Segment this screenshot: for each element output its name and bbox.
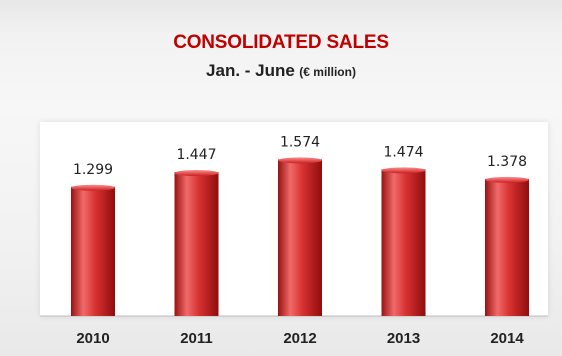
x-tick-label-2011: 2011 [180,330,213,347]
value-label-2014: 1.378 [487,154,527,170]
subtitle-period: Jan. - June [206,61,295,80]
chart-title: CONSOLIDATED SALES [173,32,389,53]
x-tick-label-2013: 2013 [387,330,420,347]
bar-cap-2013 [381,167,426,174]
value-label-2010: 1.299 [73,162,113,178]
bar-2010 [71,186,115,316]
bar-cap-2014 [485,176,529,183]
value-label-2012: 1.574 [280,134,320,150]
x-tick-label-2012: 2012 [283,330,316,347]
value-labels-layer: 1.299 1.447 1.574 1.474 1.378 [73,134,527,177]
chart-header: CONSOLIDATED SALES Jan. - June (€ millio… [0,32,562,81]
value-label-2011: 1.447 [176,147,216,163]
bar-2013 [381,169,426,316]
bar-2011 [174,172,219,316]
x-tick-label-2014: 2014 [490,330,524,347]
bar-cap-2011 [174,170,219,177]
bar-cap-2010 [71,184,115,191]
value-label-2013: 1.474 [383,144,423,160]
subtitle-unit: (€ million) [299,65,356,79]
chart-subtitle: Jan. - June (€ million) [0,62,562,81]
x-labels-layer: 2010 2011 2012 2013 2014 [76,330,524,347]
bar-2012 [278,159,322,316]
bar-2014 [485,178,529,316]
bar-cap-2012 [278,157,322,164]
x-tick-label-2010: 2010 [76,330,109,347]
bars-layer [71,157,529,316]
